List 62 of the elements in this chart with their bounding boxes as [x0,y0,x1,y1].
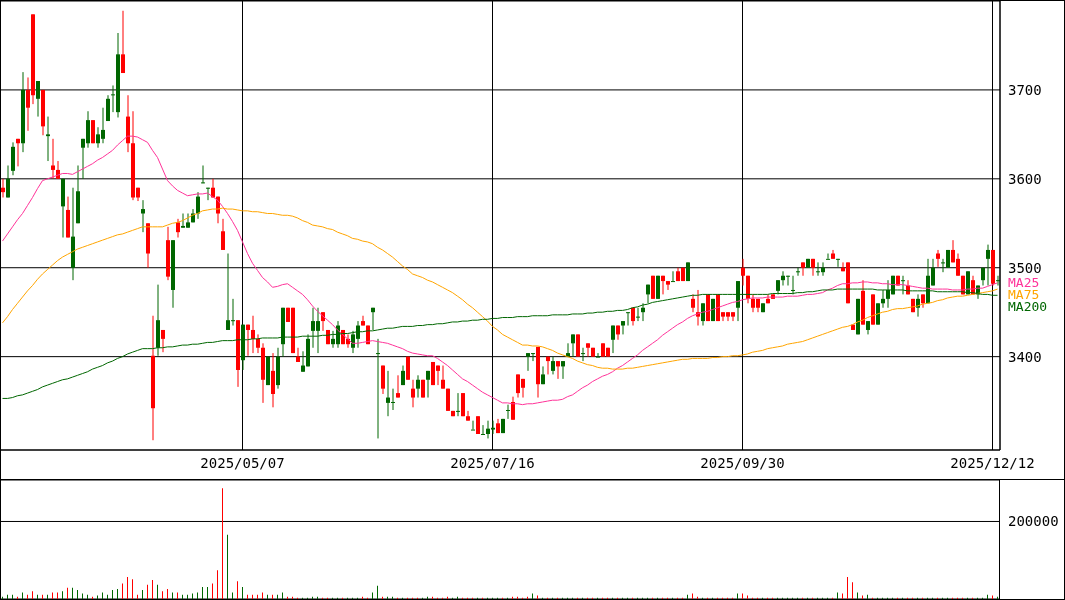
candlestick [426,370,430,399]
candlestick [36,80,40,118]
candlestick [796,267,800,277]
candlestick [121,10,125,74]
candlestick [196,191,200,220]
candlestick [576,333,580,358]
candlestick [671,270,675,283]
candlestick [811,258,815,277]
candlestick [556,360,560,380]
candlestick [206,187,210,201]
candlestick [571,333,575,358]
candlestick [381,365,385,395]
candlestick [411,379,415,408]
y-tick-label: 3500 [1008,259,1042,276]
candlestick [471,420,475,431]
candlestick [611,325,615,354]
candlestick [466,410,470,422]
x-tick-label: 2025/09/30 [700,454,785,471]
candlestick [626,311,630,327]
candlestick [636,307,640,322]
candlestick [586,342,590,358]
candlestick [456,392,460,417]
candlestick [746,275,750,304]
candlestick [246,324,250,357]
candlestick [441,365,445,390]
candlestick [201,164,205,184]
candlestick [51,138,55,180]
candlestick [376,338,380,439]
candlestick [581,347,585,362]
candlestick [511,396,515,421]
candlestick [666,280,670,291]
candlestick [566,342,570,358]
y-tick-label: 3600 [1008,170,1042,187]
x-tick-label: 2025/12/12 [950,454,1035,471]
candlestick [596,352,600,358]
x-tick-label: 2025/05/07 [200,454,285,471]
candlestick [836,258,840,268]
candlestick [106,94,110,122]
y-tick-label: 3400 [1008,348,1042,365]
candlestick [986,244,990,287]
candlestick [621,320,625,335]
candlestick [396,374,400,399]
candlestick [801,261,805,277]
candlestick [416,374,420,399]
candlestick [301,350,305,373]
candlestick [561,360,565,380]
candlestick [46,116,50,162]
candlestick [6,164,10,198]
candlestick [256,333,260,354]
candlestick [506,404,510,420]
candlestick [936,249,940,268]
y-tick-label: 200000 [1008,513,1059,530]
candlestick [271,352,275,408]
candlestick [481,424,485,435]
candlestick [176,218,180,238]
candlestick [361,315,365,327]
y-tick-label: 3700 [1008,81,1042,98]
candlestick [296,347,300,363]
candlestick [221,218,225,251]
x-tick-label: 2025/07/16 [450,454,535,471]
candlestick [741,258,745,287]
candlestick [826,253,830,260]
